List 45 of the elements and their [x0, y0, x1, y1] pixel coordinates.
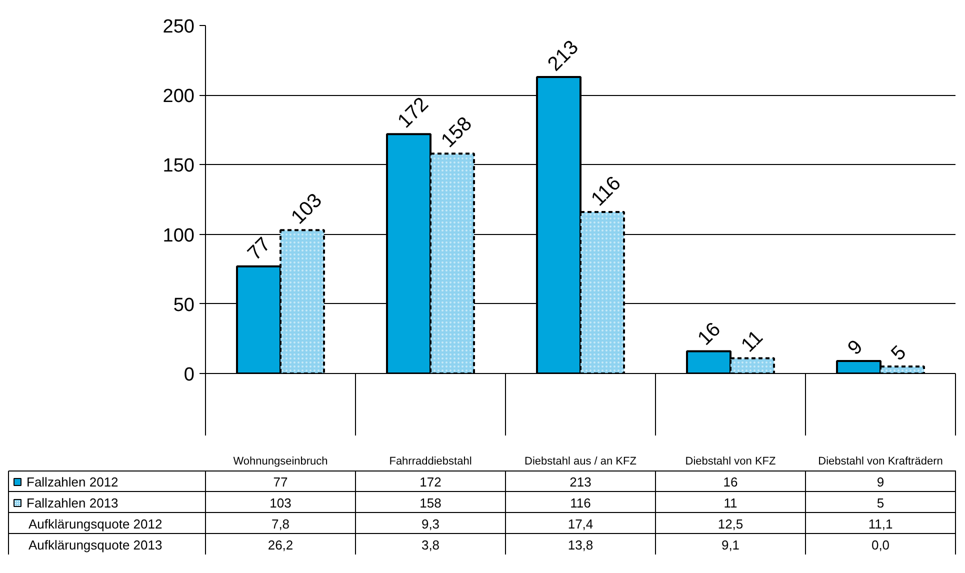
- text: 9,3: [421, 516, 440, 532]
- x-tick-label: Diebstahl von KFZ: [685, 456, 776, 468]
- y-tick-label: 150: [162, 156, 194, 177]
- annotation: 9: [844, 336, 868, 360]
- x-tick-label: Wohnungseinbruch: [233, 456, 328, 468]
- annotation: 172: [394, 93, 433, 133]
- data-label: 172: [420, 474, 442, 490]
- data-label: 158: [420, 496, 442, 510]
- x-tick-label: Diebstahl von Krafträdern: [818, 456, 943, 468]
- x-tick-label: Diebstahl aus / an KFZ: [524, 456, 637, 468]
- text: 13,8: [568, 538, 594, 552]
- data-label: 16: [723, 474, 738, 490]
- y-tick-label: 200: [162, 86, 194, 108]
- text: Aufklärungsquote 2013: [28, 538, 162, 552]
- data-label: 116: [570, 496, 591, 510]
- y-tick-label: 0: [184, 364, 195, 386]
- annotation: 16: [694, 318, 725, 350]
- annotation: 158: [437, 112, 476, 152]
- annotation: 11: [737, 326, 768, 357]
- y-tick-label: 50: [173, 294, 195, 316]
- text: 0,0: [871, 538, 890, 552]
- text: 9,1: [721, 538, 740, 552]
- annotation: 213: [544, 36, 583, 76]
- annotation: 77: [244, 234, 275, 265]
- data-label: 11: [724, 496, 738, 510]
- text: Aufklärungsquote 2012: [28, 516, 162, 532]
- text: 3,8: [421, 538, 440, 552]
- data-label: 103: [270, 496, 292, 510]
- text: 7,8: [271, 516, 290, 532]
- text: 17,4: [568, 516, 594, 532]
- text: 12,5: [718, 516, 744, 532]
- y-tick-label: 250: [162, 16, 194, 38]
- data-label: 9: [876, 474, 884, 490]
- annotation: 5: [887, 342, 911, 366]
- data-label: 5: [876, 496, 884, 510]
- legend-label: Fallzahlen 2012: [26, 474, 118, 490]
- x-tick-label: Fahrraddiebstahl: [389, 456, 472, 468]
- annotation: 103: [287, 189, 326, 229]
- legend-label: Fallzahlen 2013: [26, 496, 118, 510]
- data-label: 77: [273, 474, 288, 490]
- annotation: 116: [587, 172, 626, 211]
- text: 11,1: [868, 516, 893, 532]
- y-tick-label: 100: [162, 225, 194, 246]
- data-label: 213: [570, 474, 592, 490]
- text: 26,2: [268, 538, 294, 552]
